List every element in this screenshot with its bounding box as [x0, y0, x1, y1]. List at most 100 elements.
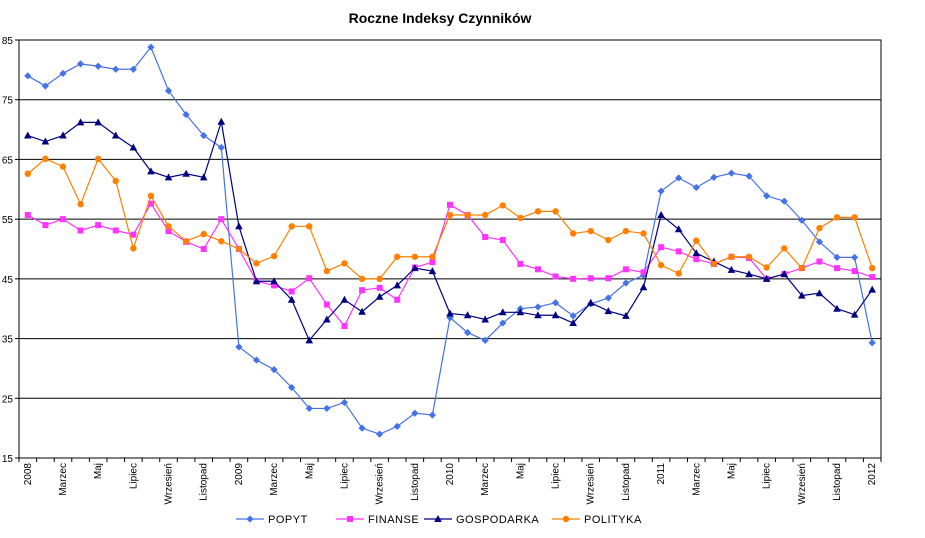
y-tick-label: 35 — [2, 335, 14, 346]
data-point-gospodarka — [358, 307, 366, 315]
data-point-polityka — [323, 267, 331, 275]
data-point-polityka — [218, 238, 225, 245]
data-point-popyt — [270, 366, 278, 374]
data-point-gospodarka — [59, 131, 67, 139]
data-point-popyt — [182, 111, 190, 119]
data-point-gospodarka — [727, 265, 736, 273]
data-point-polityka — [182, 238, 190, 245]
data-point-polityka — [728, 253, 735, 260]
data-point-polityka — [24, 170, 31, 177]
data-point-polityka — [112, 177, 119, 185]
data-point-gospodarka — [762, 274, 771, 282]
legend-item-gospodarka: GOSPODARKA — [424, 514, 539, 526]
data-point-polityka — [42, 155, 49, 163]
data-point-gospodarka — [41, 137, 50, 145]
data-point-popyt — [551, 299, 560, 307]
legend-label: POLITYKA — [584, 514, 642, 526]
x-tick-label: Listopad — [621, 463, 632, 501]
data-point-gospodarka — [604, 307, 613, 315]
data-point-popyt — [235, 343, 243, 351]
legend-label: GOSPODARKA — [456, 514, 539, 526]
data-point-polityka — [446, 211, 454, 219]
data-point-polityka — [833, 214, 841, 221]
x-tick-label: Lipiec — [339, 463, 350, 489]
data-point-popyt — [376, 430, 384, 438]
x-tick-label: Maj — [515, 463, 526, 479]
data-point-gospodarka — [23, 131, 32, 139]
data-point-gospodarka — [586, 298, 595, 306]
data-point-gospodarka — [551, 311, 560, 319]
data-point-gospodarka — [393, 281, 402, 289]
data-point-gospodarka — [199, 173, 208, 181]
data-point-gospodarka — [270, 277, 278, 285]
data-point-popyt — [499, 319, 507, 327]
data-point-finanse — [429, 259, 436, 266]
data-point-gospodarka — [815, 289, 824, 297]
legend-item-finanse: FINANSE — [336, 514, 419, 526]
data-point-polityka — [411, 253, 419, 260]
data-point-popyt — [164, 87, 173, 95]
data-point-gospodarka — [745, 270, 753, 278]
data-point-polityka — [622, 227, 630, 235]
data-point-gospodarka — [498, 308, 507, 316]
data-point-popyt — [675, 174, 683, 182]
x-tick-label: 2012 — [867, 463, 878, 486]
series-polityka — [24, 155, 876, 283]
data-point-finanse — [200, 246, 207, 252]
data-point-gospodarka — [111, 131, 120, 139]
x-tick-label: Lipiec — [128, 463, 139, 489]
x-tick-label: Listopad — [410, 463, 421, 501]
data-point-finanse — [587, 275, 594, 282]
data-point-polityka — [429, 253, 436, 260]
data-point-gospodarka — [94, 118, 102, 126]
data-point-finanse — [147, 200, 154, 207]
data-point-finanse — [816, 258, 823, 265]
data-point-polityka — [640, 230, 647, 237]
data-point-gospodarka — [411, 264, 419, 272]
data-point-finanse — [622, 266, 629, 273]
x-tick-label: 2010 — [445, 463, 456, 486]
x-tick-label: Lipiec — [551, 463, 562, 489]
data-point-popyt — [657, 187, 665, 195]
data-point-polityka — [605, 236, 612, 244]
data-point-popyt — [463, 329, 472, 337]
legend-swatch-marker — [347, 516, 353, 522]
data-point-popyt — [833, 253, 841, 261]
data-point-finanse — [288, 288, 295, 295]
y-tick-label: 55 — [2, 215, 14, 226]
data-point-finanse — [499, 237, 506, 244]
data-point-gospodarka — [534, 311, 542, 319]
data-point-finanse — [24, 211, 31, 218]
data-point-popyt — [129, 65, 137, 73]
grid — [19, 99, 881, 399]
data-point-popyt — [780, 197, 788, 205]
x-tick-label: Maj — [93, 463, 104, 479]
data-point-polityka — [781, 245, 788, 252]
data-point-gospodarka — [252, 277, 261, 285]
data-point-polityka — [798, 264, 806, 272]
data-point-polityka — [306, 223, 313, 230]
data-point-gospodarka — [481, 315, 489, 323]
data-point-finanse — [869, 274, 876, 281]
data-point-polityka — [851, 214, 858, 221]
data-point-popyt — [411, 409, 419, 417]
x-axis: 2008 Marzec Maj Lipiec Wrzesień Listopad 2009 M… — [18, 458, 882, 505]
data-point-finanse — [323, 301, 330, 308]
data-point-finanse — [42, 222, 49, 229]
y-tick-label: 85 — [2, 36, 14, 47]
x-tick-label: Wrzesień — [375, 463, 386, 505]
data-point-gospodarka — [375, 292, 384, 300]
data-point-popyt — [358, 424, 366, 432]
data-point-gospodarka — [868, 285, 877, 293]
chart-title: Roczne Indeksy Czynników — [349, 10, 532, 26]
data-point-popyt — [710, 173, 718, 181]
data-point-popyt — [305, 404, 313, 413]
data-point-popyt — [24, 72, 32, 80]
data-point-popyt — [569, 312, 577, 320]
data-point-popyt — [815, 238, 824, 246]
data-point-popyt — [868, 339, 876, 347]
data-point-polityka — [235, 245, 243, 253]
data-point-finanse — [482, 234, 489, 241]
data-point-polityka — [552, 208, 559, 215]
